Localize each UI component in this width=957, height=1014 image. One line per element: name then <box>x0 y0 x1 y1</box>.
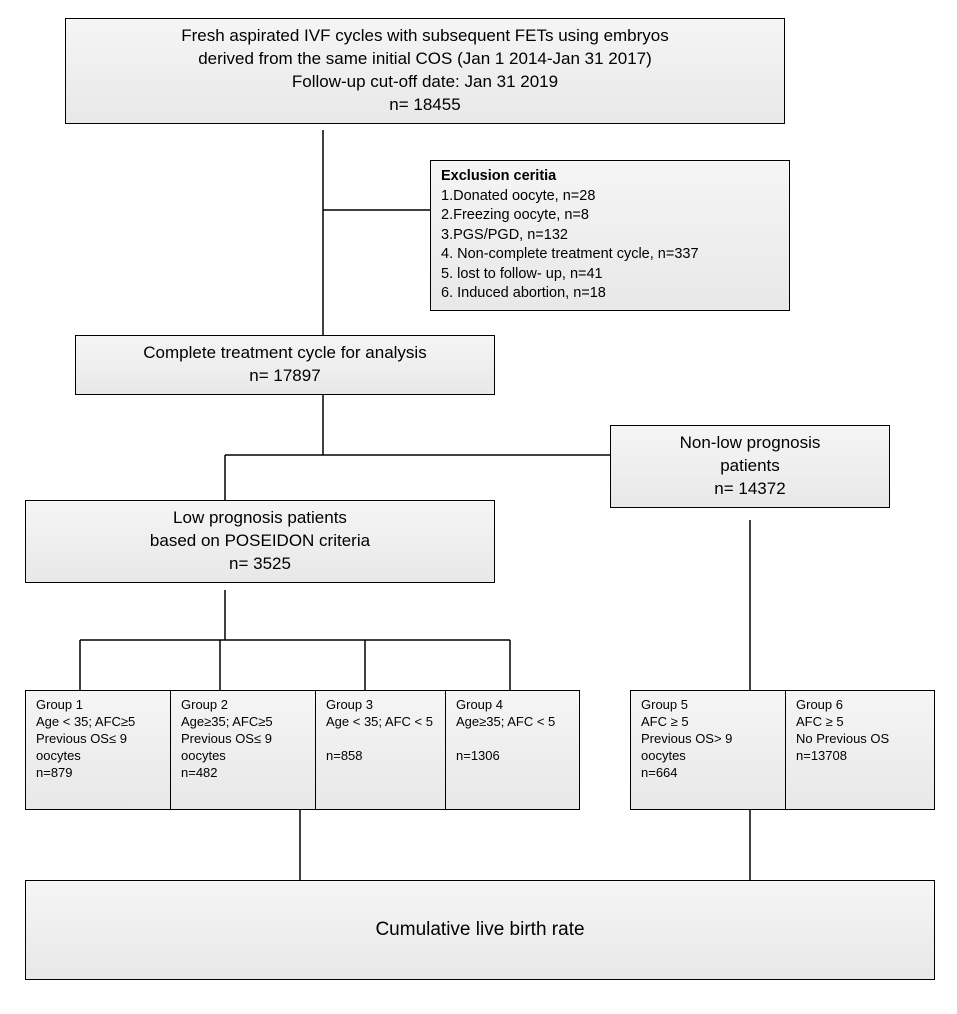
low-line2: based on POSEIDON criteria <box>36 530 484 553</box>
exclusion-item-6: 6. Induced abortion, n=18 <box>441 284 779 304</box>
node-outcome: Cumulative live birth rate <box>25 880 935 980</box>
group5-l1: AFC ≥ 5 <box>641 714 775 731</box>
exclusion-title: Exclusion ceritia <box>441 167 779 187</box>
node-nonlow: Non-low prognosis patients n= 14372 <box>610 425 890 508</box>
node-group-4: Group 4 Age≥35; AFC < 5 n=1306 <box>445 690 580 810</box>
node-group-5: Group 5 AFC ≥ 5 Previous OS> 9 oocytes n… <box>630 690 785 810</box>
low-line3: n= 3525 <box>36 553 484 576</box>
flowchart-canvas: Fresh aspirated IVF cycles with subseque… <box>10 10 947 1004</box>
nonlow-line3: n= 14372 <box>621 478 879 501</box>
exclusion-item-1: 1.Donated oocyte, n=28 <box>441 187 779 207</box>
start-line4: n= 18455 <box>76 94 774 117</box>
group5-title: Group 5 <box>641 697 775 714</box>
group6-l2: No Previous OS <box>796 731 924 748</box>
group2-l3: n=482 <box>181 765 305 782</box>
node-exclusion: Exclusion ceritia 1.Donated oocyte, n=28… <box>430 160 790 311</box>
exclusion-item-2: 2.Freezing oocyte, n=8 <box>441 206 779 226</box>
node-group-6: Group 6 AFC ≥ 5 No Previous OS n=13708 <box>785 690 935 810</box>
group3-title: Group 3 <box>326 697 435 714</box>
start-line3: Follow-up cut-off date: Jan 31 2019 <box>76 71 774 94</box>
group1-title: Group 1 <box>36 697 160 714</box>
node-low: Low prognosis patients based on POSEIDON… <box>25 500 495 583</box>
group3-l3: n=858 <box>326 748 435 765</box>
start-line2: derived from the same initial COS (Jan 1… <box>76 48 774 71</box>
exclusion-item-4: 4. Non-complete treatment cycle, n=337 <box>441 245 779 265</box>
group4-title: Group 4 <box>456 697 569 714</box>
group6-title: Group 6 <box>796 697 924 714</box>
group5-l2: Previous OS> 9 oocytes <box>641 731 775 765</box>
exclusion-item-5: 5. lost to follow- up, n=41 <box>441 265 779 285</box>
low-line1: Low prognosis patients <box>36 507 484 530</box>
group1-l1: Age < 35; AFC≥5 <box>36 714 160 731</box>
group6-l3: n=13708 <box>796 748 924 765</box>
start-line1: Fresh aspirated IVF cycles with subseque… <box>76 25 774 48</box>
group4-l3: n=1306 <box>456 748 569 765</box>
group2-title: Group 2 <box>181 697 305 714</box>
node-group-2: Group 2 Age≥35; AFC≥5 Previous OS≤ 9 ooc… <box>170 690 315 810</box>
group1-l3: n=879 <box>36 765 160 782</box>
nonlow-line2: patients <box>621 455 879 478</box>
node-complete: Complete treatment cycle for analysis n=… <box>75 335 495 395</box>
outcome-label: Cumulative live birth rate <box>375 917 584 943</box>
node-group-1: Group 1 Age < 35; AFC≥5 Previous OS≤ 9 o… <box>25 690 170 810</box>
node-group-3: Group 3 Age < 35; AFC < 5 n=858 <box>315 690 445 810</box>
nonlow-line1: Non-low prognosis <box>621 432 879 455</box>
group2-l1: Age≥35; AFC≥5 <box>181 714 305 731</box>
group4-spacer <box>456 731 569 748</box>
group5-l3: n=664 <box>641 765 775 782</box>
exclusion-item-3: 3.PGS/PGD, n=132 <box>441 226 779 246</box>
complete-line2: n= 17897 <box>86 365 484 388</box>
group6-l1: AFC ≥ 5 <box>796 714 924 731</box>
group1-l2: Previous OS≤ 9 oocytes <box>36 731 160 765</box>
complete-line1: Complete treatment cycle for analysis <box>86 342 484 365</box>
node-start: Fresh aspirated IVF cycles with subseque… <box>65 18 785 124</box>
group4-l1: Age≥35; AFC < 5 <box>456 714 569 731</box>
group3-spacer <box>326 731 435 748</box>
group2-l2: Previous OS≤ 9 oocytes <box>181 731 305 765</box>
group3-l1: Age < 35; AFC < 5 <box>326 714 435 731</box>
